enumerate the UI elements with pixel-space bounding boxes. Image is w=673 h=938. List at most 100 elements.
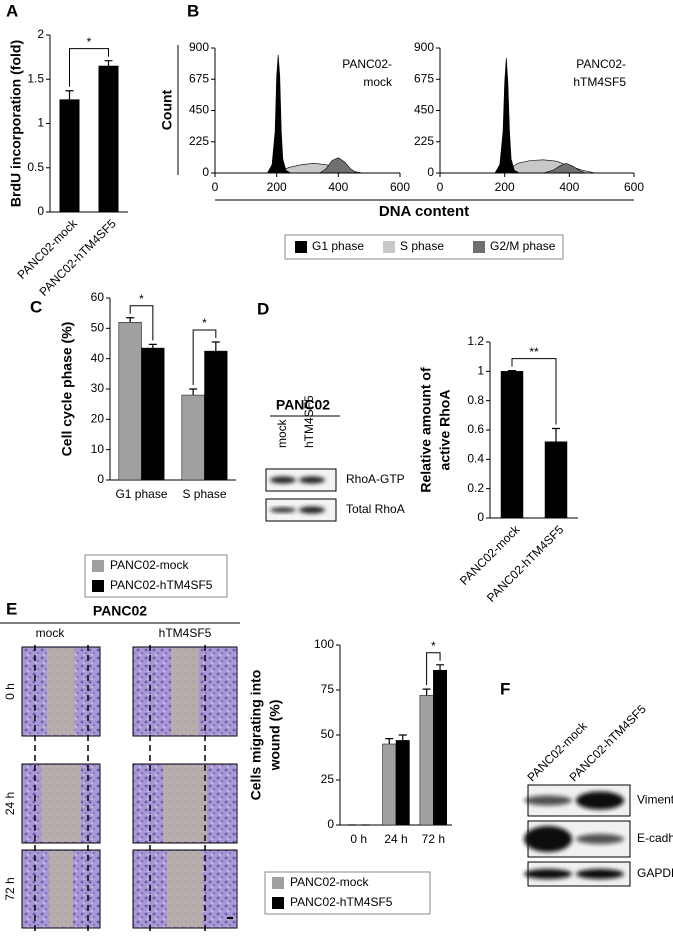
wound-gap <box>41 765 81 842</box>
legend-swatch <box>295 241 307 253</box>
panel-label: E <box>6 599 17 618</box>
x-tick-label: S phase <box>182 487 226 501</box>
row-label: 0 h <box>3 683 17 700</box>
wound-gap <box>171 648 199 735</box>
band-label: RhoA-GTP <box>346 472 405 486</box>
row-label: 72 h <box>3 877 17 900</box>
legend-label: G2/M phase <box>490 239 556 253</box>
legend-swatch <box>92 580 104 592</box>
panel-label: B <box>187 1 199 20</box>
y-axis-title: Cell cycle phase (%) <box>59 322 75 457</box>
y-tick-label: 0 <box>427 165 434 179</box>
error-bar <box>508 370 516 372</box>
y-tick-label: 25 <box>321 772 335 786</box>
x-tick-label: 24 h <box>384 832 407 846</box>
significance-label: * <box>87 35 92 49</box>
x-tick-label: 600 <box>624 180 644 194</box>
panel-label: C <box>30 297 42 316</box>
bar <box>204 350 228 481</box>
error-bar <box>104 60 113 66</box>
y-tick-label: 225 <box>414 134 434 148</box>
legend-label: S phase <box>400 239 444 253</box>
lane-label: PANC02-hTM4SF5 <box>566 702 649 785</box>
y-tick-label: 675 <box>189 71 209 85</box>
panel-title: PANC02 <box>93 603 147 619</box>
y-tick-label: 20 <box>91 412 105 426</box>
legend-swatch <box>92 560 104 572</box>
y-tick-label: 0.8 <box>467 393 484 407</box>
band <box>270 476 296 484</box>
bar <box>141 347 165 481</box>
y-tick-label: 1 <box>37 116 44 130</box>
band <box>524 869 572 879</box>
histogram-area <box>494 57 521 174</box>
y-tick-label: 40 <box>91 351 105 365</box>
band <box>524 826 572 852</box>
subplot-title: PANC02- <box>576 57 626 71</box>
x-tick-label: G1 phase <box>115 487 167 501</box>
subplot-title: mock <box>363 75 393 89</box>
error-bar <box>211 341 220 352</box>
y-tick-label: 450 <box>414 103 434 117</box>
wound-gap <box>167 851 203 927</box>
y-tick-label: 100 <box>314 637 334 651</box>
y-tick-label: 1.2 <box>467 334 484 348</box>
band-label: GAPDH <box>637 866 673 880</box>
band <box>576 791 624 810</box>
subplot-title: hTM4SF5 <box>573 75 626 89</box>
band-label: E-cadherin <box>637 831 673 845</box>
x-tick-label: 600 <box>390 180 410 194</box>
y-axis-title: BrdU incorporation (fold) <box>8 40 24 207</box>
wound-gap <box>47 648 75 735</box>
y-tick-label: 50 <box>91 321 105 335</box>
legend-box <box>284 234 564 260</box>
y-tick-label: 0 <box>97 472 104 486</box>
legend-label: PANC02-hTM4SF5 <box>110 578 213 592</box>
x-tick-label: 0 <box>437 180 444 194</box>
y-tick-label: 10 <box>91 442 105 456</box>
y-tick-label: 675 <box>414 71 434 85</box>
y-tick-label: 0.2 <box>467 481 484 495</box>
y-tick-label: 0 <box>327 817 334 831</box>
x-tick-label: 72 h <box>422 832 445 846</box>
y-axis-title: Cells migrating into <box>248 670 264 801</box>
blot-title: PANC02 <box>276 397 330 413</box>
y-tick-label: 50 <box>321 727 335 741</box>
bar <box>181 394 205 481</box>
legend-label: G1 phase <box>312 239 364 253</box>
error-bar <box>126 317 135 323</box>
error-bar <box>552 427 560 442</box>
y-tick-label: 60 <box>91 290 105 304</box>
y-tick-label: 0 <box>477 510 484 524</box>
column-label: hTM4SF5 <box>159 626 212 640</box>
y-tick-label: 1 <box>477 364 484 378</box>
legend-box <box>84 554 228 598</box>
histogram-area <box>266 54 292 174</box>
error-bar <box>189 388 198 396</box>
significance-label: ** <box>529 345 539 359</box>
error-bar <box>385 738 394 744</box>
x-tick-label: 200 <box>267 180 287 194</box>
y-tick-label: 0.5 <box>27 160 44 174</box>
panel-label: A <box>6 1 18 20</box>
legend-swatch <box>383 241 395 253</box>
legend-label: PANC02-hTM4SF5 <box>290 895 393 909</box>
panel-label: D <box>257 299 269 318</box>
wound-gap <box>163 765 207 842</box>
band-label: Vimentin <box>637 793 673 807</box>
legend-swatch <box>473 241 485 253</box>
band <box>299 476 325 484</box>
legend-label: PANC02-mock <box>290 875 369 889</box>
significance-label: * <box>202 316 207 330</box>
error-bar <box>436 664 445 671</box>
significance-label: * <box>139 292 144 306</box>
x-tick-label: 0 h <box>350 832 367 846</box>
y-tick-label: 0.4 <box>467 452 484 466</box>
significance-bracket <box>426 652 441 686</box>
legend-swatch <box>272 877 284 889</box>
x-tick-label: PANC02-hTM4SF5 <box>484 522 567 605</box>
significance-label: * <box>431 639 436 653</box>
legend-swatch <box>272 897 284 909</box>
y-tick-label: 450 <box>189 103 209 117</box>
